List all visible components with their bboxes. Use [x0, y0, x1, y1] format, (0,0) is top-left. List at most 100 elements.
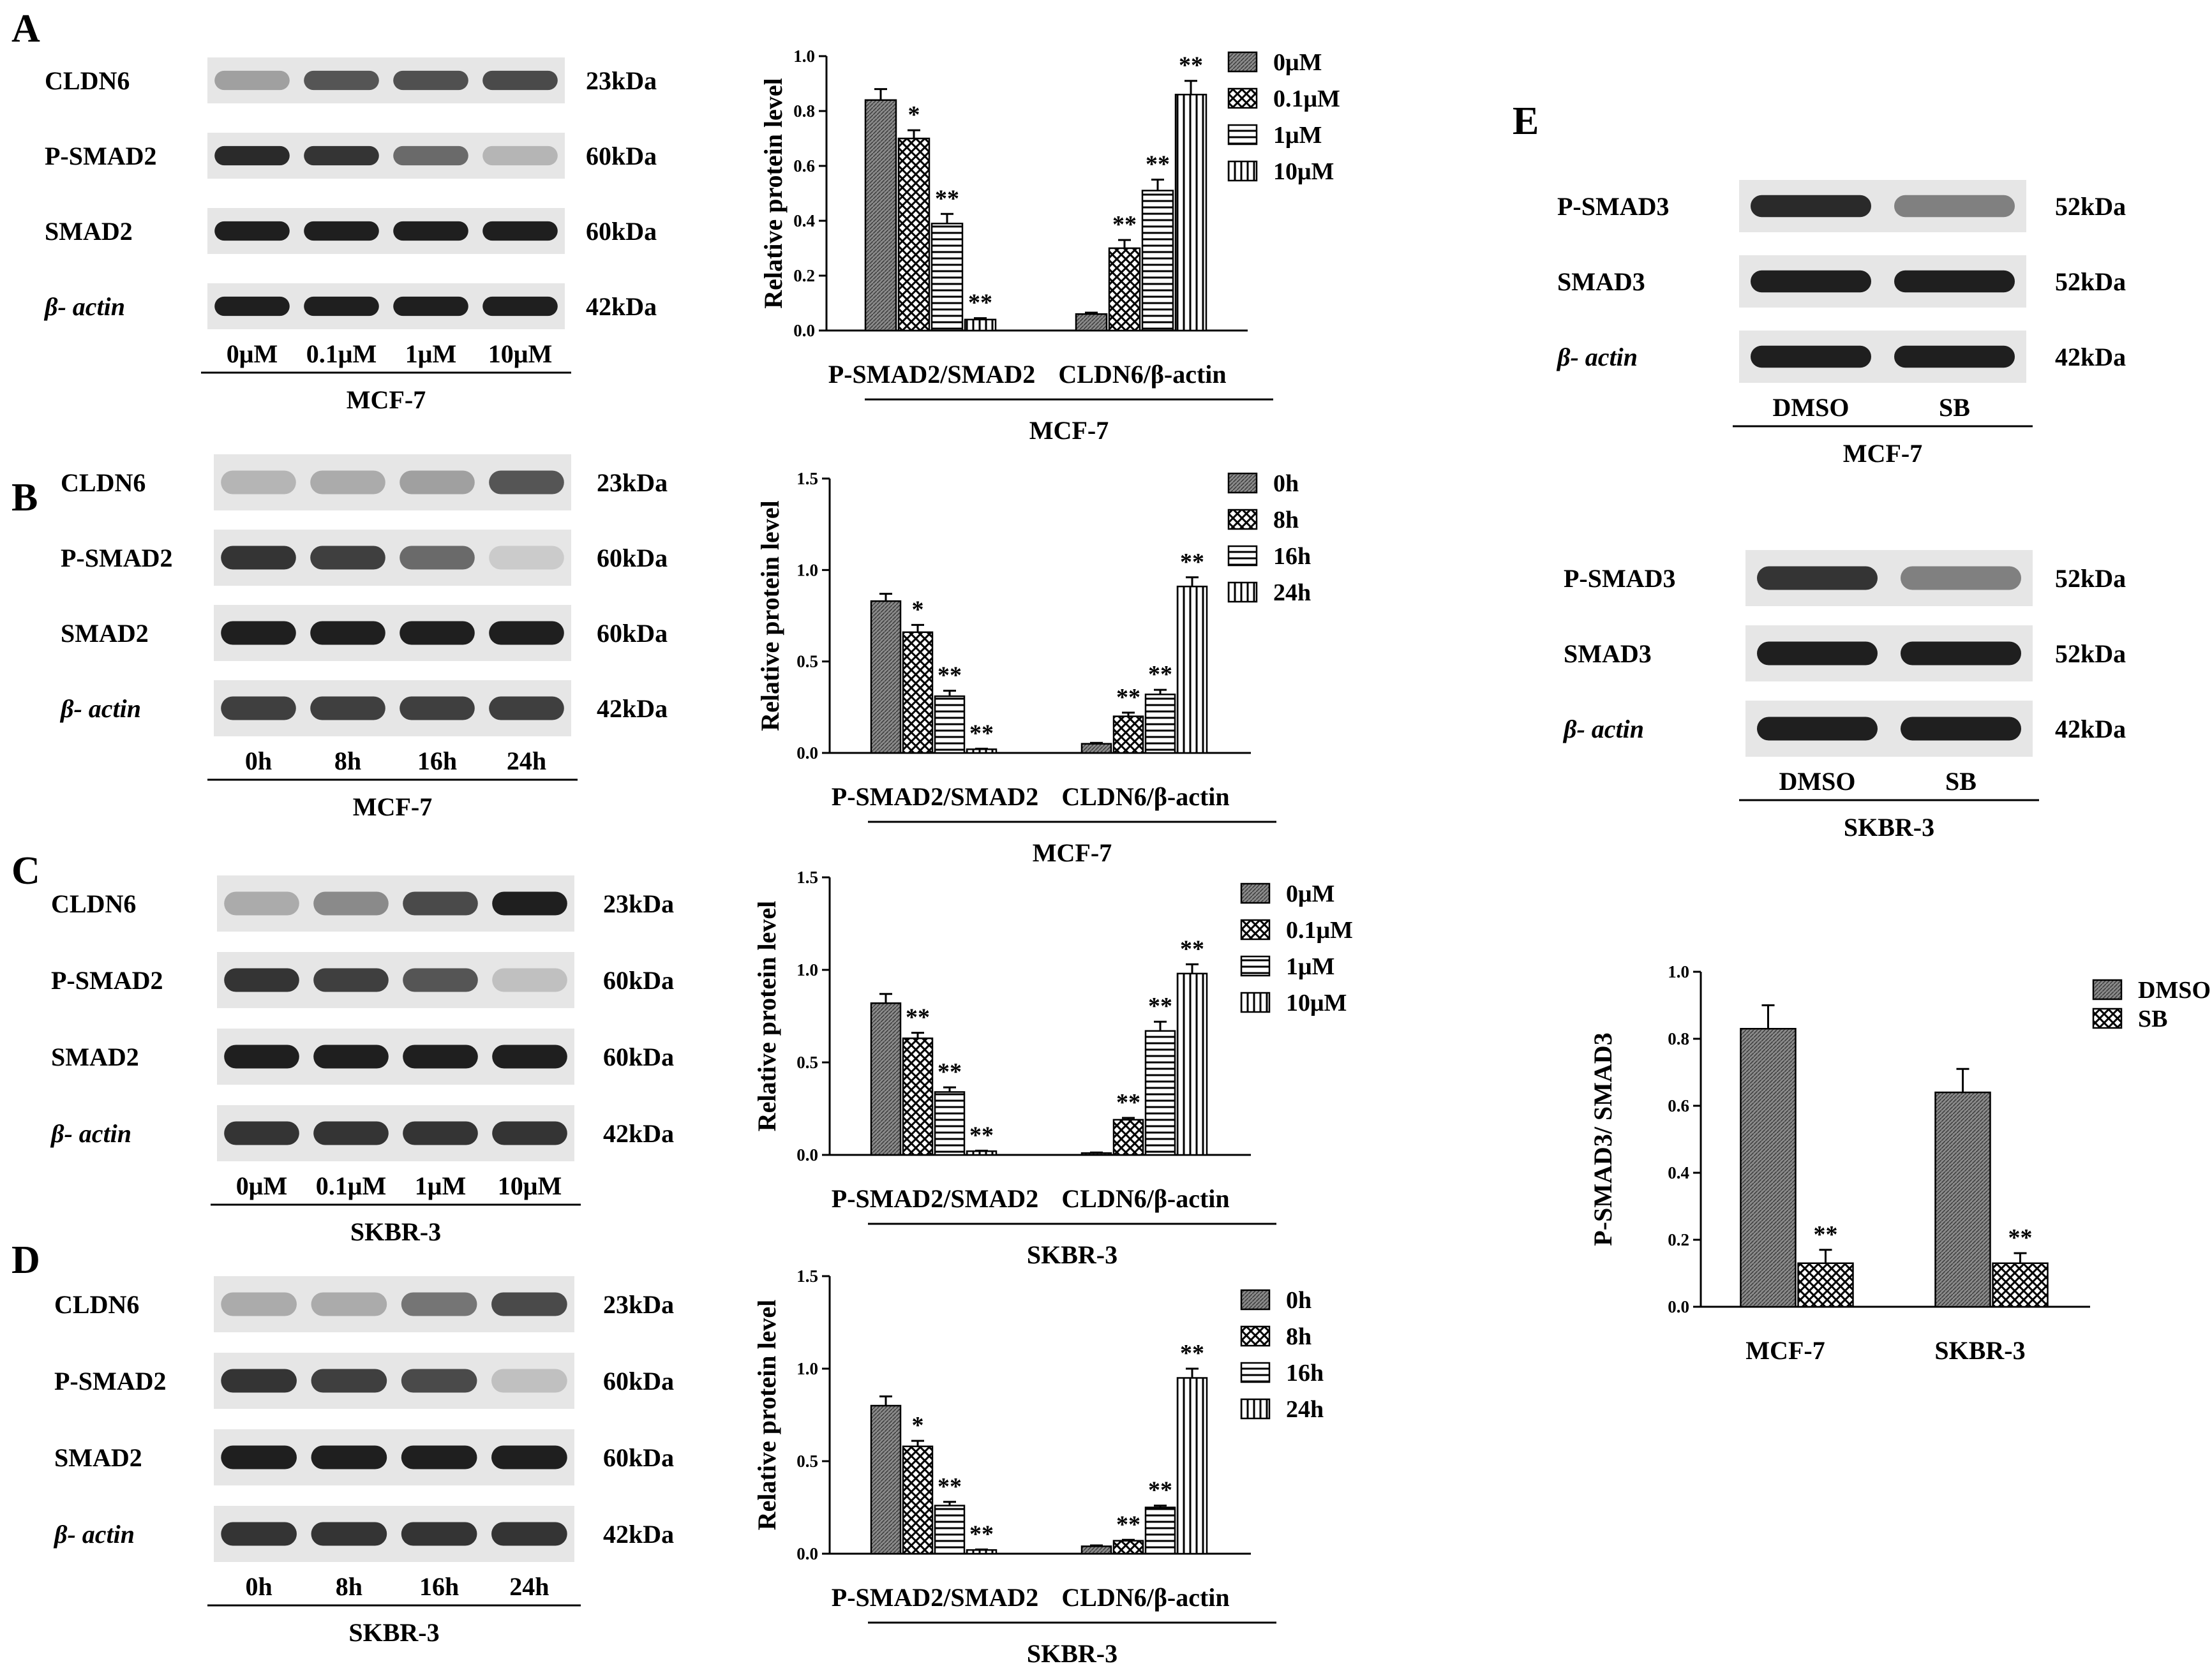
x-axis-label: SKBR-3 [1027, 1639, 1117, 1666]
blot-band [489, 696, 564, 720]
x-category-label: CLDN6/β-actin [1061, 1583, 1229, 1612]
legend-swatch [1227, 509, 1258, 530]
blot-band [221, 1445, 297, 1469]
significance-mark: ** [1148, 1477, 1172, 1504]
x-axis-label: MCF-7 [1029, 416, 1109, 445]
legend-swatch [1227, 545, 1258, 567]
bar [934, 1505, 966, 1555]
blot-band [310, 546, 385, 570]
blot-cell-label: SKBR-3 [348, 1618, 439, 1647]
blot-band [482, 70, 558, 91]
blot-band [224, 891, 299, 916]
blot-band [1751, 195, 1871, 218]
blot-band [221, 546, 296, 570]
bar [870, 1404, 902, 1555]
legend-swatch [1227, 87, 1258, 109]
y-axis-label: Relative protein level [759, 78, 788, 308]
significance-mark: ** [1116, 1089, 1140, 1116]
y-axis-label: Relative protein level [752, 1300, 781, 1530]
significance-mark: ** [1180, 935, 1204, 962]
legend-label: 0.1μM [1286, 917, 1353, 944]
blot-size-label: 23kDa [603, 889, 674, 918]
blot-lane-label: DMSO [1779, 767, 1856, 796]
blot-band [221, 621, 296, 645]
blot-size-label: 23kDa [603, 1290, 674, 1319]
blot-band [214, 221, 290, 241]
blot-size-label: 23kDa [597, 468, 668, 497]
y-tick-label: 0.5 [796, 1053, 818, 1072]
blot-band [1757, 641, 1878, 666]
blot-e-mcf7: P-SMAD3 52kDa SMAD3 52kDa β- actin 42kDa DMSO S… [1556, 180, 2126, 468]
legend-label: 1μM [1286, 953, 1334, 980]
blot-lane-label: 0h [246, 1572, 273, 1601]
blot-b: CLDN6 23kDa P-SMAD2 60kDa SMAD2 60kDa β- actin… [59, 454, 668, 821]
blot-band [1751, 345, 1871, 368]
blot-band [1894, 345, 2015, 368]
legend-swatch [1227, 51, 1258, 73]
blot-lane-label: 0μM [236, 1171, 287, 1200]
blot-band [491, 1369, 567, 1393]
y-tick-label: 0.2 [1668, 1230, 1689, 1249]
y-tick-label: 0.0 [796, 1145, 818, 1164]
legend-swatch [1227, 124, 1258, 145]
bar [870, 600, 902, 754]
blot-band [214, 70, 290, 91]
bar [964, 318, 997, 332]
blot-row-label: SMAD2 [45, 217, 133, 246]
blot-row-label: SMAD3 [1557, 267, 1645, 296]
y-tick-label: 0.6 [793, 156, 815, 175]
blot-band [393, 70, 468, 91]
blot-row-label: SMAD3 [1564, 639, 1652, 668]
significance-mark: ** [969, 720, 994, 747]
blot-row-label: β- actin [50, 1119, 131, 1148]
significance-mark: ** [935, 185, 959, 212]
significance-mark: ** [938, 1473, 962, 1500]
bar [1080, 743, 1112, 754]
blot-band [489, 621, 564, 645]
blot-size-label: 60kDa [586, 142, 657, 170]
legend-label: DMSO [2138, 977, 2211, 1004]
blot-row-label: CLDN6 [54, 1290, 139, 1319]
panel-letter-c: C [11, 849, 40, 893]
y-tick-label: 0.0 [796, 1544, 818, 1563]
panel-letter-b: B [11, 476, 38, 519]
blot-band [403, 1121, 478, 1145]
blot-cell-label: SKBR-3 [1844, 813, 1934, 842]
bar [897, 137, 930, 332]
blot-cell-label: MCF-7 [353, 792, 432, 821]
y-tick-label: 0.0 [796, 743, 818, 762]
blot-band [482, 221, 558, 241]
significance-mark: ** [1180, 549, 1204, 576]
significance-mark: ** [1179, 52, 1203, 79]
blot-lane-label: SB [1945, 767, 1977, 796]
bar [1176, 1377, 1208, 1555]
legend-label: 0μM [1286, 881, 1334, 907]
y-tick-label: 0.8 [1668, 1029, 1689, 1048]
bar [1144, 1506, 1176, 1555]
blot-band [1901, 717, 2021, 741]
blot-size-label: 23kDa [586, 66, 657, 95]
significance-mark: ** [938, 662, 962, 689]
blot-lane-label: 10μM [498, 1171, 562, 1200]
significance-mark: ** [1148, 993, 1172, 1020]
bar [966, 748, 998, 754]
significance-mark: ** [1180, 1340, 1204, 1367]
significance-mark: * [912, 596, 924, 623]
blot-band [304, 221, 379, 241]
bar [934, 1091, 966, 1156]
y-tick-label: 1.0 [796, 1359, 818, 1378]
blot-band [313, 1121, 389, 1145]
blot-row-label: SMAD2 [61, 619, 149, 648]
legend-swatch [1227, 160, 1258, 182]
y-tick-label: 1.0 [1668, 962, 1689, 981]
y-axis-label: P-SMAD3/ SMAD3 [1588, 1032, 1617, 1246]
blot-band [313, 1045, 389, 1069]
blot-band [313, 968, 389, 992]
bar [1176, 585, 1208, 754]
blot-band [482, 296, 558, 316]
blot-size-label: 60kDa [603, 1443, 674, 1472]
significance-mark: ** [969, 1521, 994, 1547]
legend-swatch [1240, 1325, 1271, 1347]
blot-d: CLDN6 23kDa P-SMAD2 60kDa SMAD2 60kDa β- actin… [53, 1276, 674, 1647]
